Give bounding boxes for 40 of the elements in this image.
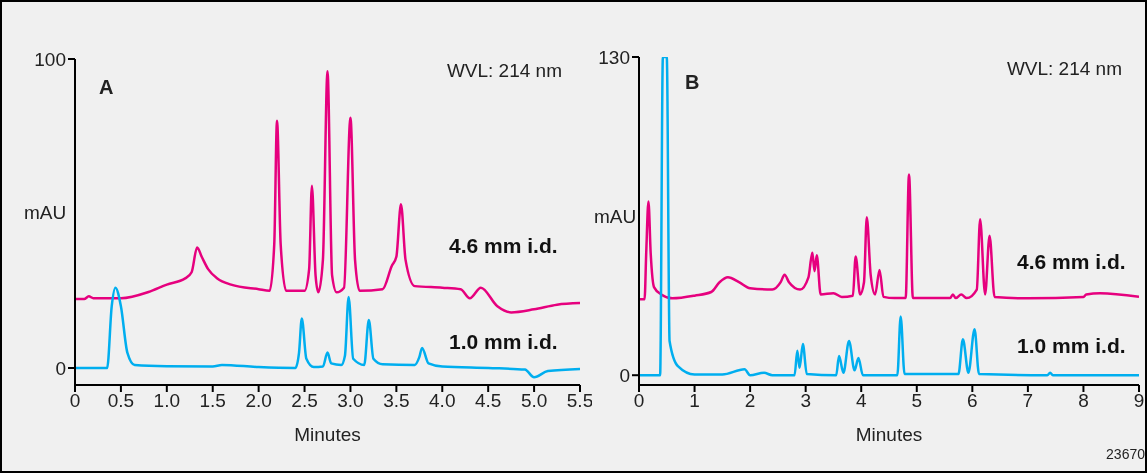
series-label: 1.0 mm i.d. — [1017, 334, 1126, 358]
x-tick-label: 4 — [855, 390, 867, 412]
annotation: WVL: 214 nm — [446, 60, 562, 82]
x-tick-label: 7 — [1022, 390, 1034, 412]
line-series — [75, 286, 580, 379]
x-tick-label: 3.0 — [337, 390, 364, 412]
series-label: 1.0 mm i.d. — [449, 330, 558, 354]
x-tick-label: 4.0 — [429, 390, 456, 412]
x-tick-label: 2.5 — [291, 390, 318, 412]
x-tick-label: 4.5 — [474, 390, 502, 412]
text: 23670 — [1106, 446, 1145, 462]
x-tick-label: 1.0 — [153, 390, 181, 412]
x-axis-title: Minutes — [855, 424, 923, 445]
x-tick-label: 5.5 — [566, 390, 594, 412]
x-tick-label: 8 — [1078, 390, 1089, 412]
x-tick-label: 3 — [800, 390, 811, 412]
y-axis-title: mAU — [594, 206, 637, 228]
series-label: 4.6 mm i.d. — [449, 234, 558, 258]
line-series — [639, 173, 1139, 301]
annotation: B — [685, 71, 700, 94]
x-tick-label: 5.0 — [520, 390, 548, 412]
x-tick-label: 2 — [744, 390, 756, 412]
x-tick-label: 0 — [69, 390, 81, 412]
x-tick-label: 1.5 — [199, 390, 226, 412]
y-tick-label: 130 — [598, 46, 630, 68]
x-axis-title: Minutes — [294, 424, 361, 445]
x-tick-label: 0.5 — [107, 390, 135, 412]
annotation: A — [99, 76, 114, 99]
y-axis-title: mAU — [24, 202, 67, 224]
x-tick-label: 1 — [689, 390, 700, 412]
line-series — [639, 57, 1139, 377]
x-tick-label: 0 — [633, 390, 645, 412]
x-tick-label: 9 — [1133, 390, 1145, 412]
x-tick-label: 2.0 — [245, 390, 272, 412]
x-tick-label: 3.5 — [383, 390, 410, 412]
series-label: 4.6 mm i.d. — [1017, 250, 1126, 274]
y-tick-label: 100 — [34, 48, 66, 70]
annotation: WVL: 214 nm — [1006, 58, 1122, 80]
x-tick-label: 5 — [911, 390, 923, 412]
x-tick-label: 6 — [967, 390, 978, 412]
